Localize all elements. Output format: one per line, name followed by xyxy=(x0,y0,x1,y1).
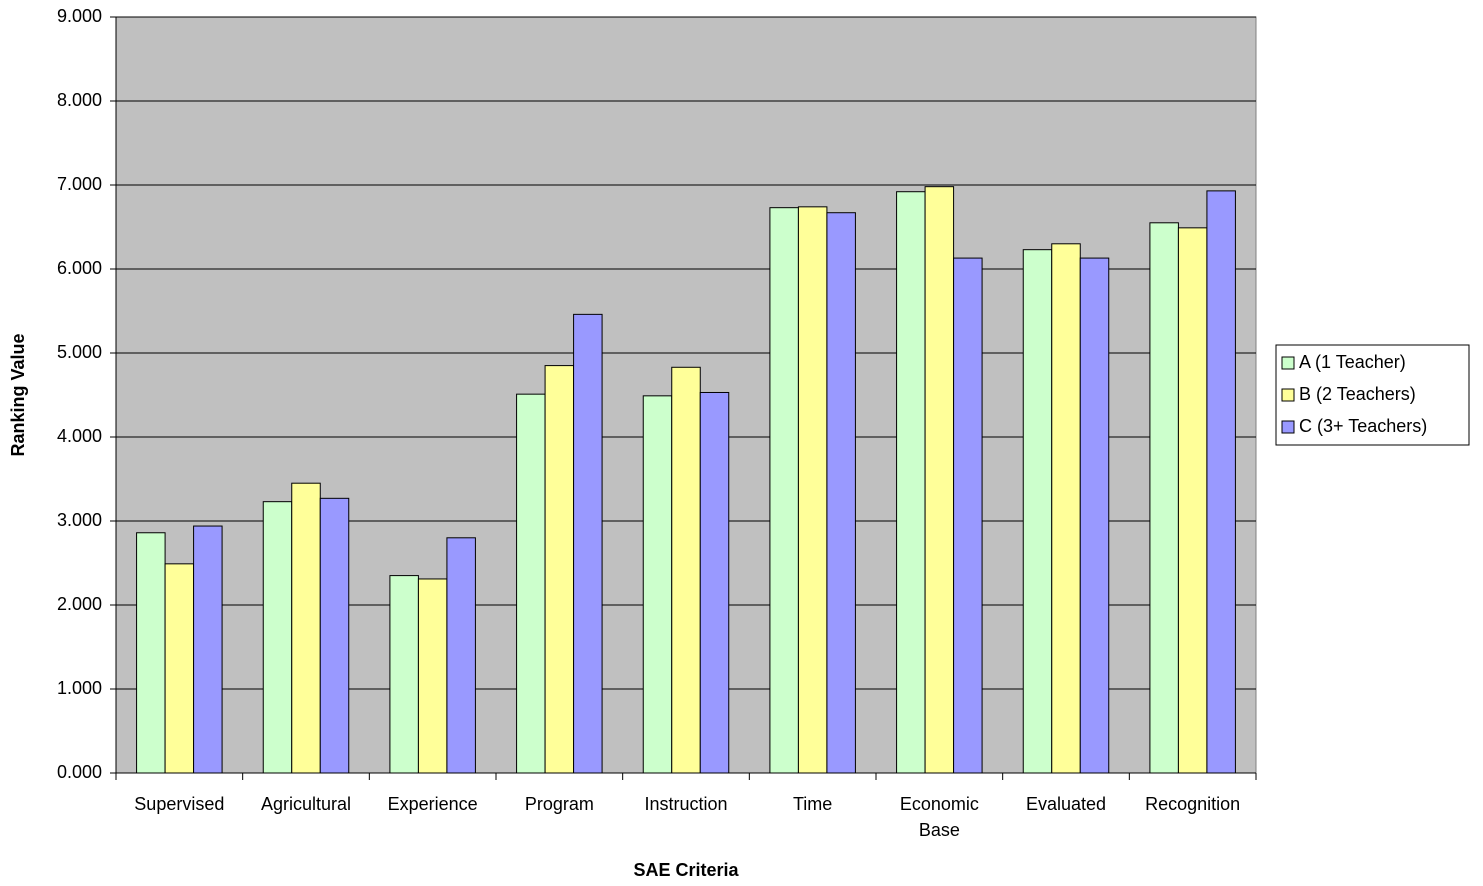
bar xyxy=(1079,257,1110,774)
y-tick-label: 6.000 xyxy=(57,258,102,278)
x-tick-label: Evaluated xyxy=(1025,794,1107,814)
bar xyxy=(671,366,701,774)
legend-label: B (2 Teachers) xyxy=(1299,384,1416,404)
legend-swatch xyxy=(1281,356,1295,370)
legend-label: A (1 Teacher) xyxy=(1299,352,1406,372)
y-tick-label: 1.000 xyxy=(57,678,102,698)
y-tick-label: 0.000 xyxy=(57,762,102,782)
x-tick-label: Economic Base xyxy=(899,794,979,840)
legend-swatch xyxy=(1281,388,1295,402)
bar xyxy=(446,537,476,774)
x-tick-label: Program xyxy=(524,794,594,814)
bar xyxy=(642,395,673,774)
x-tick-label: Time xyxy=(792,794,833,814)
x-tick-label: Experience xyxy=(387,794,478,814)
bar xyxy=(573,313,603,774)
bar xyxy=(291,482,321,774)
bar xyxy=(953,257,983,774)
bar xyxy=(319,497,350,774)
bar xyxy=(1051,243,1081,774)
bar xyxy=(1022,249,1053,774)
y-tick-label: 4.000 xyxy=(57,426,102,446)
bar xyxy=(924,186,955,774)
legend-label: C (3+ Teachers) xyxy=(1299,416,1427,436)
y-tick-label: 9.000 xyxy=(57,6,102,26)
y-tick-label: 3.000 xyxy=(57,510,102,530)
bar xyxy=(699,391,730,774)
x-tick-label: Agricultural xyxy=(260,794,352,814)
bar xyxy=(417,578,448,774)
x-tick-label: Recognition xyxy=(1145,794,1241,814)
bar xyxy=(769,207,799,774)
bar xyxy=(826,212,856,774)
bar xyxy=(164,563,195,774)
bar xyxy=(193,525,223,774)
bar xyxy=(1206,190,1236,774)
y-tick-label: 5.000 xyxy=(57,342,102,362)
bar xyxy=(1149,222,1179,774)
bar xyxy=(544,365,575,774)
y-tick-label: 2.000 xyxy=(57,594,102,614)
bar xyxy=(389,575,419,774)
legend-box xyxy=(1275,344,1470,446)
x-tick-label: Instruction xyxy=(644,794,728,814)
x-axis-title: SAE Criteria xyxy=(633,860,739,880)
bar xyxy=(1177,227,1208,774)
y-tick-label: 8.000 xyxy=(57,90,102,110)
bar xyxy=(136,532,166,774)
bar xyxy=(516,393,546,774)
bar xyxy=(262,501,293,774)
y-tick-label: 7.000 xyxy=(57,174,102,194)
bar xyxy=(797,206,828,774)
x-tick-label: Supervised xyxy=(134,794,225,814)
y-axis-title: Ranking Value xyxy=(8,333,28,456)
legend-swatch xyxy=(1281,420,1295,434)
bar xyxy=(896,191,926,774)
